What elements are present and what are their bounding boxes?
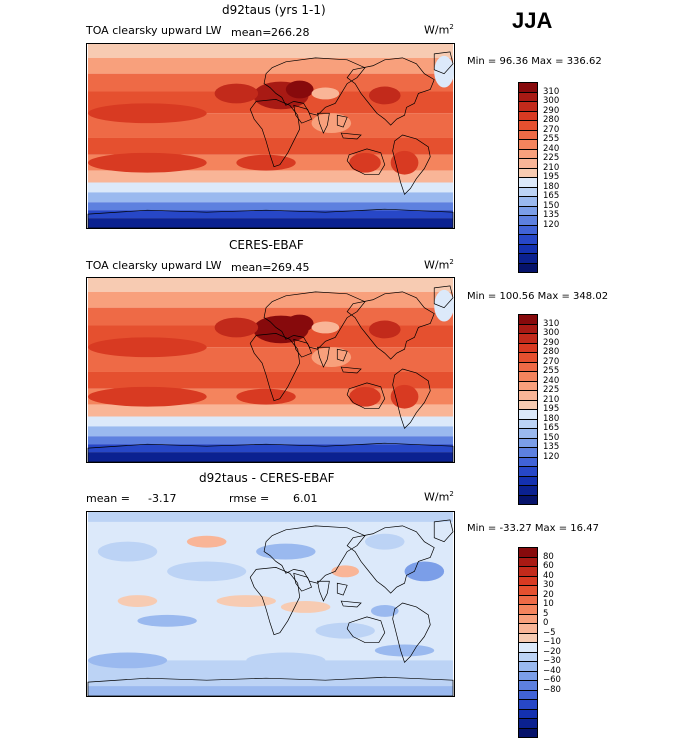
map-field xyxy=(88,278,454,462)
colorbar-swatch xyxy=(518,495,538,506)
colorbar-label: −30 xyxy=(543,656,561,666)
colorbar-label: 290 xyxy=(543,338,559,348)
panel3-mean-label: mean = xyxy=(86,492,130,505)
colorbar-label: 225 xyxy=(543,385,559,395)
map-field xyxy=(88,512,453,696)
panel1-mean-value: 266.28 xyxy=(271,26,310,39)
panel3-title: d92taus - CERES-EBAF xyxy=(199,471,335,485)
panel1-variable: TOA clearsky upward LW xyxy=(86,24,222,37)
colorbar-label: 165 xyxy=(543,191,559,201)
panel2-map xyxy=(86,277,455,463)
panel2-mean-value: 269.45 xyxy=(271,261,310,274)
colorbar-label: −60 xyxy=(543,675,561,685)
panel1-units: W/m2 xyxy=(424,23,454,37)
colorbar-label: 310 xyxy=(543,87,559,97)
panel3-rmse-value: 6.01 xyxy=(293,492,318,505)
colorbar-label: 120 xyxy=(543,220,559,230)
panel1-minmax: Min = 96.36 Max = 336.62 xyxy=(467,56,602,67)
map-field xyxy=(88,44,454,228)
colorbar-label: 240 xyxy=(543,376,559,386)
colorbar-label: 300 xyxy=(543,328,559,338)
colorbar-label: 120 xyxy=(543,452,559,462)
panel3-map xyxy=(86,511,455,697)
colorbar-label: 270 xyxy=(543,125,559,135)
colorbar-label: 210 xyxy=(543,163,559,173)
panel1-mean-label: mean= xyxy=(231,26,271,39)
colorbar-label: −80 xyxy=(543,685,561,695)
panel3-units: W/m2 xyxy=(424,490,454,504)
colorbar-label: 150 xyxy=(543,201,559,211)
colorbar-label: 280 xyxy=(543,115,559,125)
colorbar-label: 180 xyxy=(543,414,559,424)
panel3-minmax: Min = -33.27 Max = 16.47 xyxy=(467,523,599,534)
colorbar-label: 280 xyxy=(543,347,559,357)
panel2-variable: TOA clearsky upward LW xyxy=(86,259,222,272)
panel1-title: d92taus (yrs 1-1) xyxy=(222,3,326,17)
colorbar-label: 255 xyxy=(543,134,559,144)
colorbar-label: −20 xyxy=(543,647,561,657)
panel2-minmax: Min = 100.56 Max = 348.02 xyxy=(467,291,608,302)
colorbar-label: 10 xyxy=(543,599,554,609)
panel2-mean-label: mean= xyxy=(231,261,271,274)
season-label: JJA xyxy=(512,8,552,34)
colorbar-label: 195 xyxy=(543,172,559,182)
colorbar-label: 150 xyxy=(543,433,559,443)
colorbar-label: 210 xyxy=(543,395,559,405)
colorbar-label: −5 xyxy=(543,628,556,638)
panel1-map xyxy=(86,43,455,229)
colorbar-label: 270 xyxy=(543,357,559,367)
colorbar-label: 290 xyxy=(543,106,559,116)
panel2-title: CERES-EBAF xyxy=(229,238,304,252)
colorbar-label: 300 xyxy=(543,96,559,106)
colorbar-label: 165 xyxy=(543,423,559,433)
colorbar-label: 80 xyxy=(543,552,554,562)
colorbar-label: 20 xyxy=(543,590,554,600)
colorbar-label: 240 xyxy=(543,144,559,154)
colorbar-label: 0 xyxy=(543,618,548,628)
panel3-rmse-label: rmse = xyxy=(229,492,269,505)
panel2-units: W/m2 xyxy=(424,258,454,272)
colorbar-label: 225 xyxy=(543,153,559,163)
colorbar-label: 135 xyxy=(543,442,559,452)
colorbar-label: 30 xyxy=(543,580,554,590)
colorbar-label: 135 xyxy=(543,210,559,220)
colorbar-label: 60 xyxy=(543,561,554,571)
colorbar-label: 195 xyxy=(543,404,559,414)
colorbar-label: 255 xyxy=(543,366,559,376)
colorbar-label: 40 xyxy=(543,571,554,581)
colorbar-label: 5 xyxy=(543,609,548,619)
colorbar-label: 310 xyxy=(543,319,559,329)
colorbar-label: −40 xyxy=(543,666,561,676)
colorbar-swatch xyxy=(518,263,538,274)
colorbar-label: −10 xyxy=(543,637,561,647)
colorbar-swatch xyxy=(518,728,538,738)
panel3-mean-value: -3.17 xyxy=(148,492,176,505)
colorbar-label: 180 xyxy=(543,182,559,192)
